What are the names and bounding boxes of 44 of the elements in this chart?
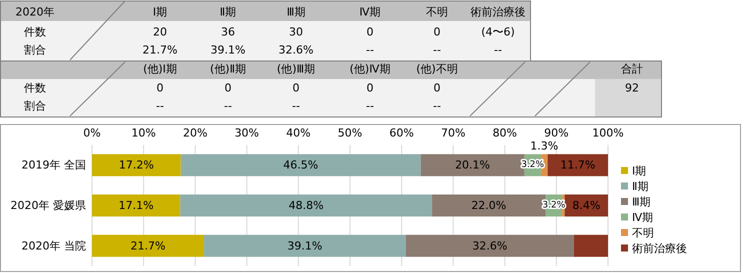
data-label: 20.1% — [455, 158, 490, 172]
bar — [180, 194, 432, 216]
x-tick-label: 80% — [492, 126, 518, 140]
legend-label: Ⅳ期 — [632, 211, 654, 224]
x-tick-label: 70% — [440, 126, 466, 140]
x-tick-label: 30% — [234, 126, 260, 140]
data-label: 46.5% — [283, 158, 318, 172]
bar — [92, 154, 181, 176]
legend-label: 不明 — [632, 226, 654, 240]
data-label: 8.4% — [572, 199, 600, 212]
x-tick-label: 40% — [286, 126, 311, 140]
x-tick-label: 60% — [389, 126, 414, 140]
data-label: 48.8% — [288, 199, 324, 212]
bar — [180, 154, 421, 176]
bar — [406, 234, 574, 257]
data-label: 21.7% — [130, 239, 166, 252]
data-label: 3.2% — [542, 200, 566, 210]
bar — [574, 234, 608, 257]
data-label: 22.0% — [471, 199, 506, 212]
bar — [92, 234, 204, 257]
data-label: 3.2% — [521, 160, 545, 170]
bar — [92, 194, 180, 216]
data-label: 1.3% — [530, 140, 558, 153]
x-tick-label: 10% — [131, 126, 156, 140]
y-tick-label: 2020年 当院 — [22, 239, 86, 252]
x-tick-label: 90% — [544, 126, 569, 140]
data-label: 17.1% — [118, 199, 154, 212]
y-tick-label: 2019年 全国 — [22, 158, 86, 172]
x-tick-label: 50% — [338, 126, 362, 140]
data-label: 11.7% — [560, 158, 596, 172]
bar — [548, 154, 608, 176]
x-tick-label: 0% — [83, 126, 101, 140]
legend-label: Ⅲ期 — [632, 196, 651, 208]
legend-label: 術前治療後 — [632, 242, 687, 255]
legend-label: Ⅰ期 — [632, 164, 646, 178]
x-tick-label: 20% — [182, 126, 208, 140]
legend-label: Ⅱ期 — [632, 180, 648, 193]
bar — [204, 234, 406, 257]
data-label: 39.1% — [287, 239, 322, 252]
data-label: 32.6% — [472, 239, 508, 252]
x-tick-label: 100% — [592, 126, 624, 140]
y-tick-label: 2020年 愛媛県 — [10, 199, 86, 212]
table: 2020年 Ⅰ期 Ⅱ期 Ⅲ期 Ⅳ期 不明 術前治療後 件数 20 36 30 0 0 (4〜6) 割合 21.7% 39.1% 32.6% -- -- -- (他)Ⅰ期 (他)Ⅱ期 (他)Ⅲ期 (他)Ⅳ期 (他)不明 合計 件数 0 0 0 0 0 92 割合 -- -- -- -- -- — [0, 0, 662, 118]
data-label: 17.2% — [118, 158, 154, 172]
